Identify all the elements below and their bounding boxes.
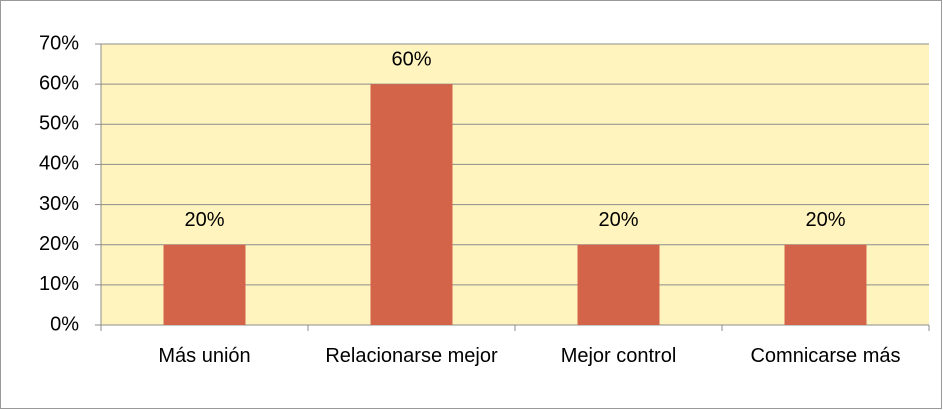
data-label: 20% bbox=[598, 209, 638, 231]
x-tick-label: Comnicarse más bbox=[750, 345, 901, 367]
y-tick-label: 20% bbox=[39, 233, 79, 255]
bar bbox=[370, 84, 453, 326]
bar bbox=[784, 244, 867, 325]
x-tick-label: Mejor control bbox=[560, 345, 677, 367]
y-tick-label: 60% bbox=[39, 72, 79, 94]
y-tick-label: 70% bbox=[39, 32, 79, 54]
y-tick-label: 40% bbox=[39, 153, 79, 175]
bar bbox=[163, 244, 246, 325]
x-tick-label: Relacionarse mejor bbox=[325, 345, 498, 367]
data-label: 20% bbox=[184, 209, 224, 231]
x-tick-label: Más unión bbox=[158, 345, 251, 367]
y-tick-label: 30% bbox=[39, 193, 79, 215]
y-tick-label: 10% bbox=[39, 273, 79, 295]
data-label: 20% bbox=[805, 209, 845, 231]
data-label: 60% bbox=[391, 48, 431, 70]
y-tick-label: 0% bbox=[50, 313, 79, 335]
bar bbox=[577, 244, 660, 325]
y-tick-label: 50% bbox=[39, 113, 79, 135]
